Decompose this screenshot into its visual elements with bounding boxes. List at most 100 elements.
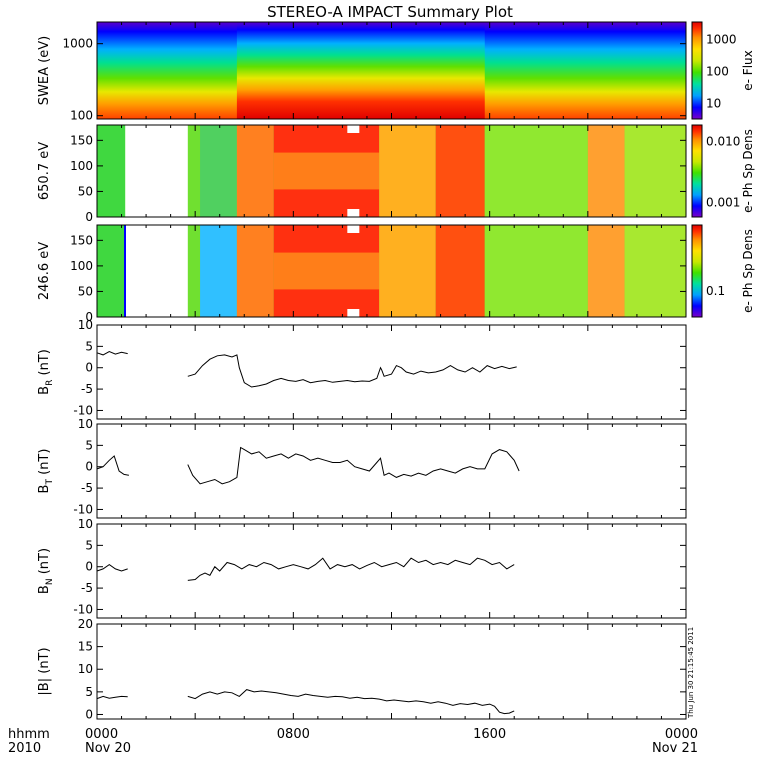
y-tick-label: 1000 (62, 37, 93, 51)
pad-midpitch-band (273, 152, 380, 190)
pad-midpitch-band (273, 252, 380, 290)
colorbar (691, 21, 703, 120)
y-tick-label: 0 (85, 361, 93, 375)
plot-title: STEREO-A IMPACT Summary Plot (267, 3, 513, 21)
colorbar-tick-label: 100 (706, 64, 729, 78)
pad-color-block (97, 225, 126, 317)
panel-pad650: 0.010 0.001 e- Ph Sp Dens 0 50 100 150 650.7 eV (37, 124, 755, 224)
y-axis-label: SWEA (eV) (37, 36, 52, 105)
panel-bn: -10 -5 0 5 10 BN (nT) (37, 517, 687, 619)
panel-br: -10 -5 0 5 10 BR (nT) (37, 318, 687, 420)
x-tick-date-label: Nov 21 (652, 741, 698, 756)
y-tick-label: 0 (85, 210, 93, 224)
data-gap (125, 125, 188, 217)
y-tick-label: 5 (85, 339, 93, 353)
y-tick-label: 10 (78, 517, 93, 531)
y-tick-label: 0 (85, 560, 93, 574)
panel-frame (96, 324, 687, 420)
series-line (96, 455, 129, 476)
x-tick-label: 0800 (277, 727, 310, 742)
x-tick-date-label: Nov 20 (85, 741, 131, 756)
panel-frame (96, 523, 687, 619)
y-tick-label: 50 (78, 284, 93, 298)
y-tick-label: 5 (85, 538, 93, 552)
y-tick-label: 0 (85, 460, 93, 474)
pad-color-block (200, 125, 237, 217)
y-tick-label: -10 (73, 602, 93, 616)
colorbar (691, 224, 703, 318)
colorbar (691, 124, 703, 218)
pad-color-block (624, 225, 686, 317)
y-tick-label: -5 (81, 581, 93, 595)
pad-color-block (587, 125, 625, 217)
colorbar-label: e- Ph Sp Dens (741, 129, 755, 213)
pad-color-block (587, 225, 625, 317)
y-tick-label: 100 (70, 109, 93, 123)
y-axis-label: 246.6 eV (37, 242, 52, 300)
data-gap-bottom (347, 209, 360, 217)
panel-frame (96, 423, 687, 519)
y-tick-label: -5 (81, 481, 93, 495)
y-axis-label: BR (nT) (37, 349, 55, 395)
series-line (187, 557, 515, 581)
series-line (96, 563, 128, 572)
colorbar-tick-label: 10 (706, 96, 721, 110)
series-line (96, 695, 128, 700)
x-tick-label: 0000 (85, 727, 118, 742)
pad-color-block (236, 225, 274, 317)
pad-color-block (379, 225, 436, 317)
series-line (96, 350, 128, 356)
pad-color-block (379, 125, 436, 217)
pad-color-block (200, 225, 237, 317)
y-tick-label: 150 (70, 233, 93, 247)
pad-color-block (435, 225, 485, 317)
x-tick-label: 0000 (665, 727, 698, 742)
colorbar-label: e- Ph Sp Dens (741, 229, 755, 313)
y-axis-label: 650.7 eV (37, 142, 52, 200)
y-tick-label: 15 (78, 640, 93, 654)
y-tick-label: -10 (73, 403, 93, 417)
y-axis-label: |B| (nT) (37, 647, 52, 695)
colorbar-tick-label: 1000 (706, 32, 737, 46)
colorbar-label: e- Flux (741, 50, 755, 90)
pad-edge-line (123, 225, 126, 317)
data-gap (125, 225, 188, 317)
y-tick-label: 50 (78, 184, 93, 198)
panel-bt: -10 -5 0 5 10 BT (nT) (37, 417, 687, 519)
y-axis-label: BN (nT) (37, 548, 55, 594)
pad-color-block (187, 125, 201, 217)
pad-color-block (187, 225, 201, 317)
colorbar-tick-label: 0.1 (706, 284, 725, 298)
pad-color-block (236, 125, 274, 217)
panel-pad246: 0.1 e- Ph Sp Dens 0 50 100 150 246.6 eV (37, 224, 755, 324)
series-line (187, 354, 517, 388)
pad-color-block (484, 125, 588, 217)
y-tick-label: -5 (81, 382, 93, 396)
timestamp: Thu Jun 30 21:15:45 2011 (687, 627, 695, 719)
pad-color-block (624, 125, 686, 217)
panel-bmag: 0 5 10 15 20 |B| (nT) (37, 617, 687, 721)
pad-color-block (97, 125, 126, 217)
colorbar-tick-label: 0.001 (706, 195, 740, 209)
y-tick-label: 10 (78, 318, 93, 332)
y-tick-label: 10 (78, 662, 93, 676)
y-tick-label: 100 (70, 159, 93, 173)
swea-enhanced-interval (236, 22, 485, 119)
x-tick-label: 1600 (473, 727, 506, 742)
pad-color-block (435, 125, 485, 217)
data-gap-bottom (347, 309, 360, 317)
series-line (187, 446, 520, 485)
data-gap-top (347, 125, 360, 133)
panel-frame (96, 623, 687, 720)
y-tick-label: 10 (78, 417, 93, 431)
time-axis-label-hhmm: hhmm (8, 727, 50, 742)
y-tick-label: 5 (85, 685, 93, 699)
panel-swea: 1000 100 10 e- Flux 100 1000 SWEA (eV) (37, 21, 755, 123)
colorbar-tick-label: 0.010 (706, 135, 740, 149)
y-tick-label: 150 (70, 133, 93, 147)
y-tick-label: 0 (85, 707, 93, 721)
y-tick-label: 20 (78, 617, 93, 631)
y-tick-label: -10 (73, 502, 93, 516)
time-axis-label-year: 2010 (8, 741, 41, 756)
